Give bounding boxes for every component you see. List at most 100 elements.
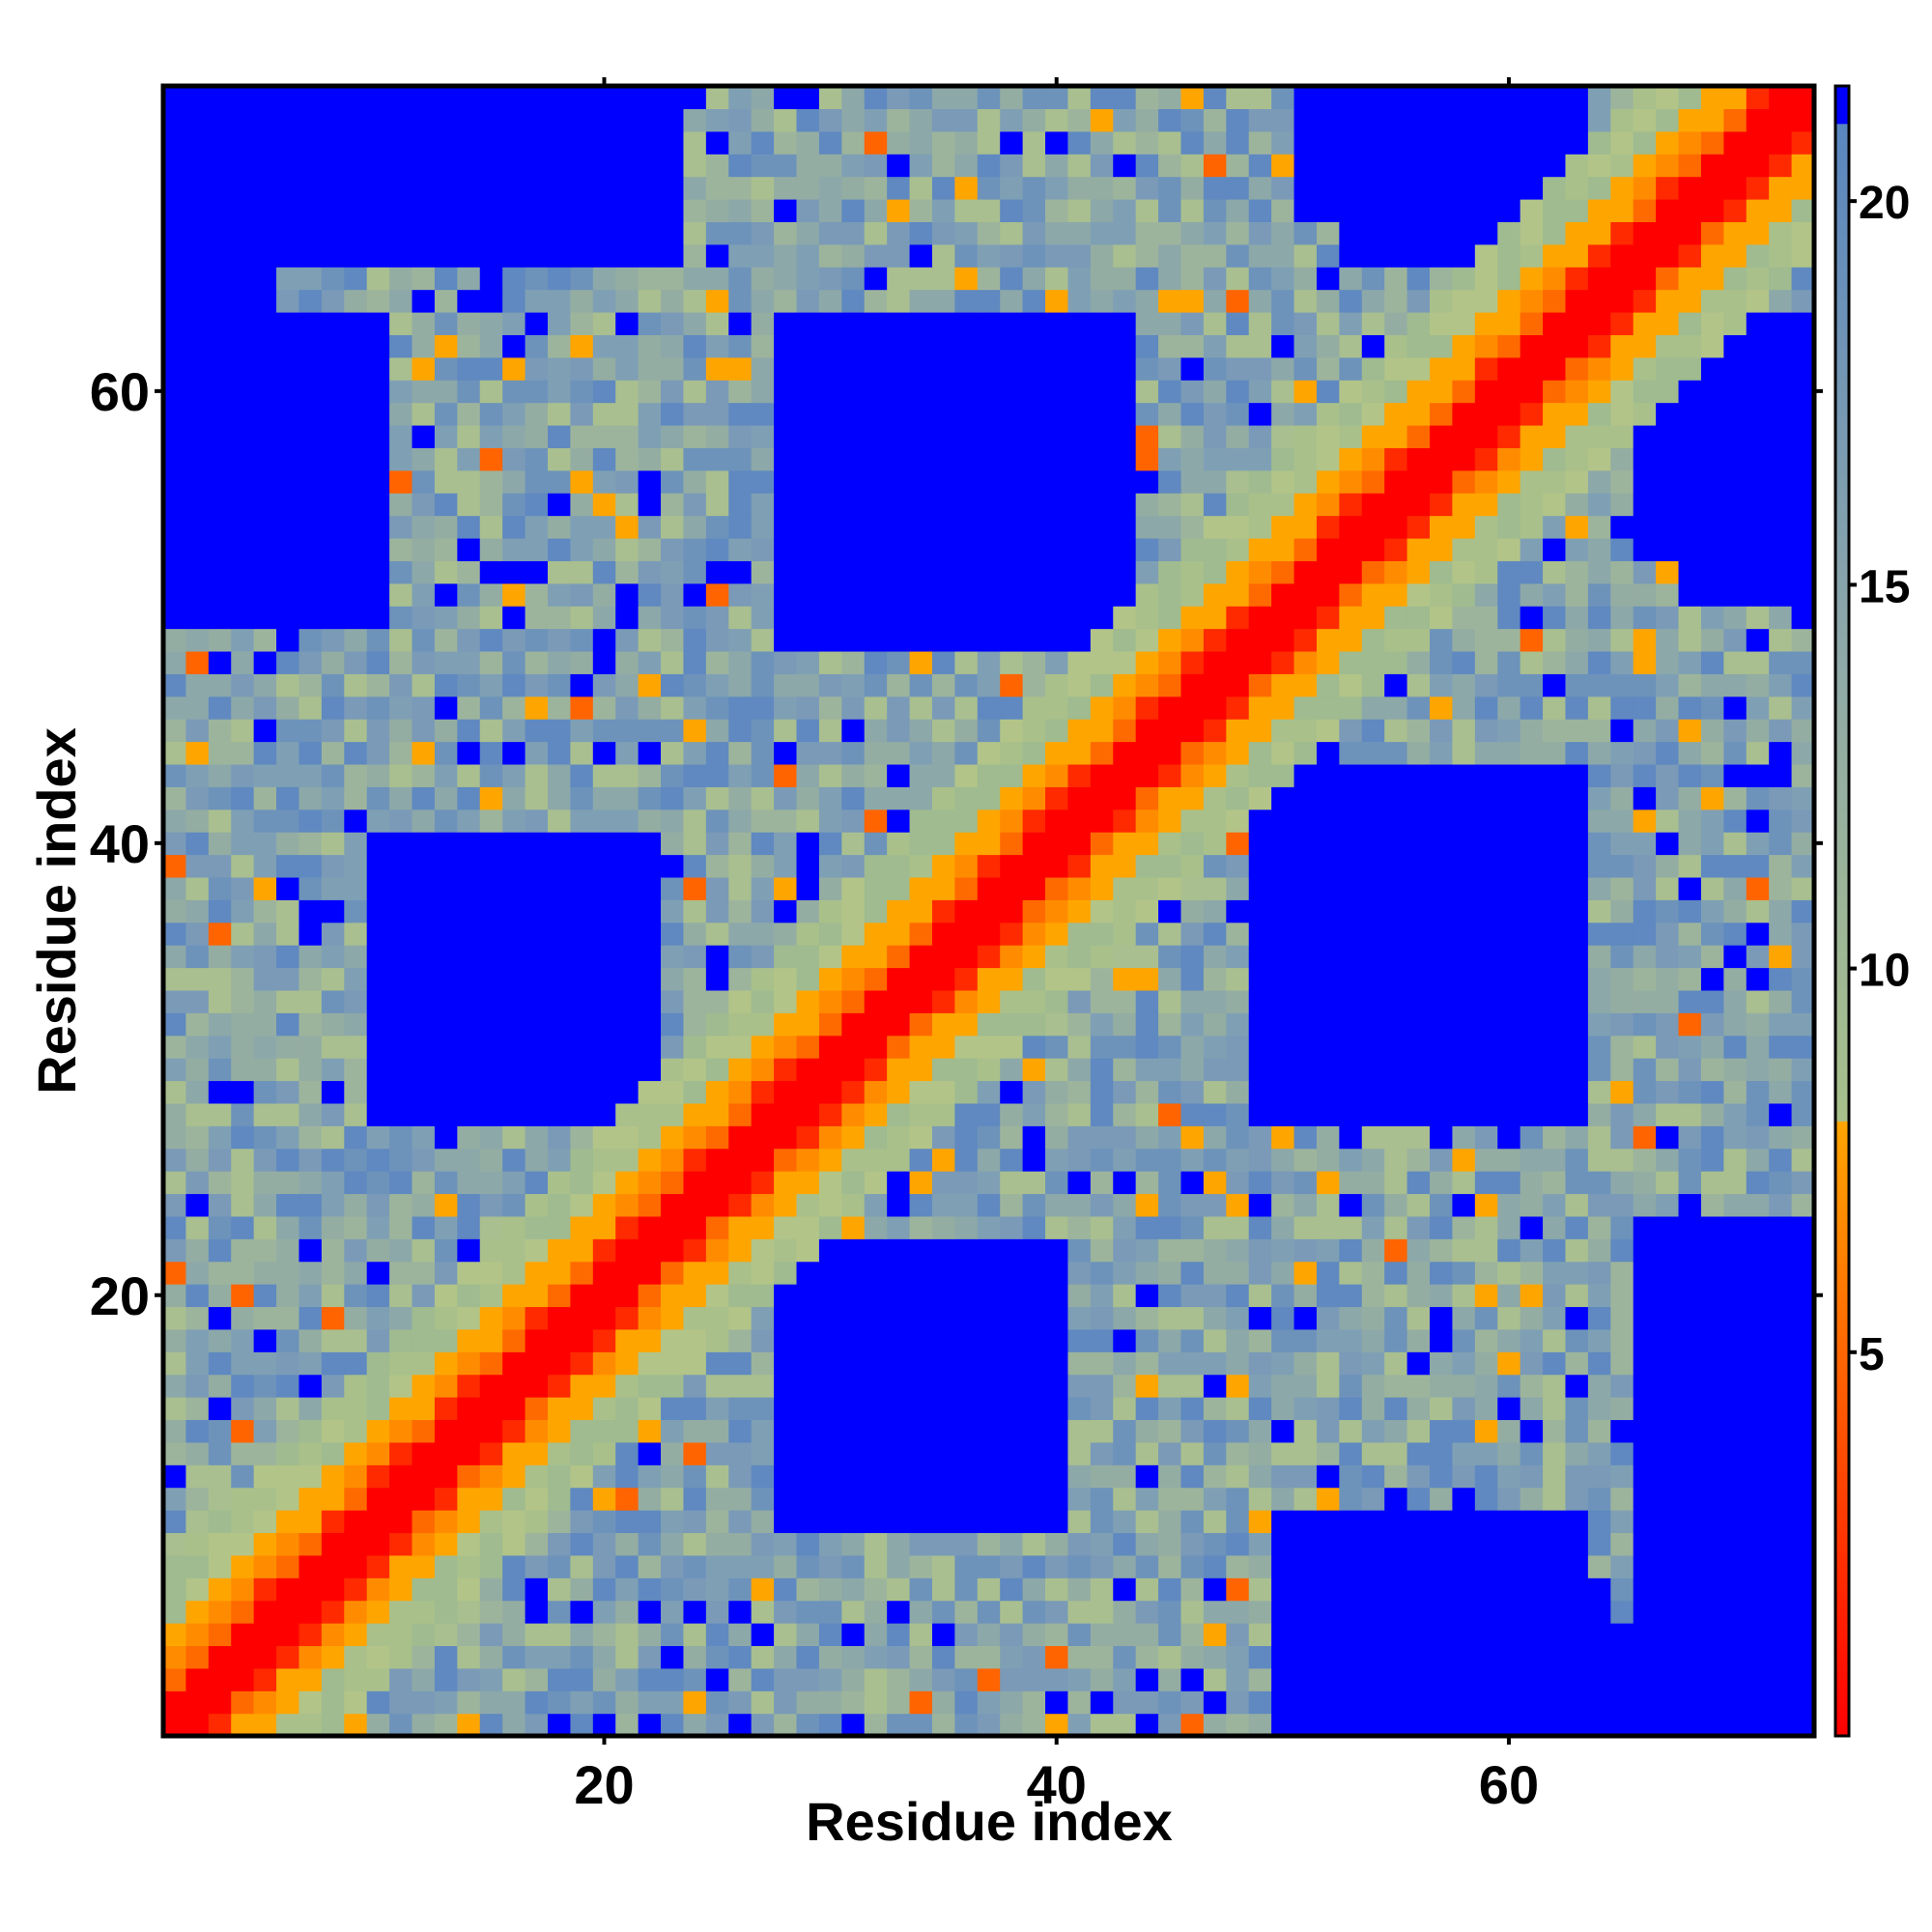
heatmap-cell — [434, 243, 458, 268]
heatmap-cell — [163, 673, 187, 697]
heatmap-cell — [1248, 876, 1272, 900]
heatmap-cell — [1248, 763, 1272, 787]
heatmap-cell — [683, 537, 707, 561]
heatmap-cell — [1520, 1645, 1544, 1669]
heatmap-cell — [570, 854, 594, 878]
heatmap-cell — [231, 1623, 255, 1647]
heatmap-cell — [163, 1577, 187, 1602]
heatmap-cell — [1406, 1510, 1431, 1534]
heatmap-cell — [1452, 650, 1476, 674]
heatmap-cell — [615, 198, 639, 222]
heatmap-cell — [344, 1690, 368, 1715]
heatmap-cell — [298, 1419, 323, 1443]
heatmap-cell — [909, 1600, 933, 1624]
heatmap-cell — [1678, 380, 1702, 404]
heatmap-cell — [1180, 1238, 1205, 1263]
heatmap-cell — [298, 1261, 323, 1285]
heatmap-cell — [1067, 989, 1092, 1013]
heatmap-cell — [1723, 1261, 1747, 1285]
heatmap-cell — [841, 1035, 866, 1059]
heatmap-cell — [412, 854, 436, 878]
heatmap-cell — [366, 650, 390, 674]
heatmap-cell — [661, 1148, 685, 1172]
heatmap-cell — [774, 922, 798, 946]
heatmap-cell — [1497, 447, 1521, 471]
heatmap-cell — [705, 1215, 729, 1239]
heatmap-cell — [1769, 628, 1793, 652]
heatmap-cell — [1316, 1487, 1340, 1511]
heatmap-cell — [1226, 1510, 1250, 1534]
heatmap-cell — [1000, 854, 1024, 878]
heatmap-cell — [1361, 537, 1385, 561]
heatmap-cell — [864, 1600, 888, 1624]
heatmap-cell — [751, 1035, 775, 1059]
heatmap-cell — [638, 334, 662, 358]
heatmap-cell — [1271, 537, 1295, 561]
heatmap-cell — [366, 1012, 390, 1037]
heatmap-cell — [1406, 1487, 1431, 1511]
heatmap-cell — [592, 1374, 616, 1398]
heatmap-cell — [1339, 809, 1363, 833]
heatmap-cell — [1293, 356, 1318, 381]
heatmap-cell — [1135, 1374, 1159, 1398]
heatmap-cell — [321, 1464, 345, 1489]
heatmap-cell — [1452, 198, 1476, 222]
heatmap-cell — [1520, 1102, 1544, 1126]
heatmap-cell — [298, 176, 323, 200]
heatmap-cell — [818, 1510, 842, 1534]
heatmap-cell — [1656, 1148, 1680, 1172]
heatmap-cell — [1497, 1215, 1521, 1239]
heatmap-cell — [547, 560, 571, 584]
heatmap-cell — [1248, 786, 1272, 810]
heatmap-cell — [1000, 1238, 1024, 1263]
heatmap-cell — [954, 899, 979, 923]
heatmap-cell — [1067, 650, 1092, 674]
heatmap-cell — [1610, 606, 1634, 630]
heatmap-cell — [457, 1532, 481, 1556]
heatmap-cell — [434, 1058, 458, 1082]
heatmap-cell — [887, 1554, 911, 1578]
heatmap-cell — [1791, 786, 1815, 810]
heatmap-cell — [1700, 1690, 1724, 1715]
heatmap-cell — [683, 447, 707, 471]
heatmap-cell — [1610, 1238, 1634, 1263]
heatmap-cell — [1791, 1667, 1815, 1691]
heatmap-cell — [1406, 854, 1431, 878]
heatmap-cell — [344, 267, 368, 291]
heatmap-cell — [1158, 1577, 1182, 1602]
heatmap-cell — [887, 380, 911, 404]
heatmap-cell — [841, 1464, 866, 1489]
heatmap-cell — [1090, 380, 1114, 404]
heatmap-cell — [1248, 628, 1272, 652]
heatmap-cell — [434, 628, 458, 652]
heatmap-cell — [796, 424, 820, 448]
heatmap-cell — [253, 1397, 277, 1421]
heatmap-cell — [1203, 334, 1227, 358]
heatmap-cell — [1520, 1397, 1544, 1421]
heatmap-cell — [525, 1441, 549, 1465]
heatmap-cell — [366, 243, 390, 268]
heatmap-cell — [1090, 447, 1114, 471]
heatmap-cell — [1430, 967, 1454, 991]
heatmap-cell — [1474, 1193, 1498, 1217]
heatmap-cell — [1384, 628, 1408, 652]
heatmap-cell — [661, 1577, 685, 1602]
heatmap-cell — [1180, 989, 1205, 1013]
heatmap-cell — [1090, 515, 1114, 539]
heatmap-cell — [412, 696, 436, 720]
heatmap-cell — [344, 560, 368, 584]
heatmap-cell — [1678, 1464, 1702, 1489]
heatmap-cell — [1090, 650, 1114, 674]
heatmap-cell — [1452, 1645, 1476, 1669]
heatmap-cell — [479, 1600, 503, 1624]
heatmap-cell — [1610, 1148, 1634, 1172]
heatmap-cell — [1746, 1532, 1770, 1556]
heatmap-cell — [434, 1690, 458, 1715]
heatmap-cell — [1700, 1554, 1724, 1578]
heatmap-cell — [1067, 899, 1092, 923]
heatmap-cell — [1678, 1171, 1702, 1195]
heatmap-cell — [321, 1623, 345, 1647]
heatmap-cell — [1633, 899, 1657, 923]
heatmap-cell — [592, 899, 616, 923]
heatmap-cell — [457, 1261, 481, 1285]
